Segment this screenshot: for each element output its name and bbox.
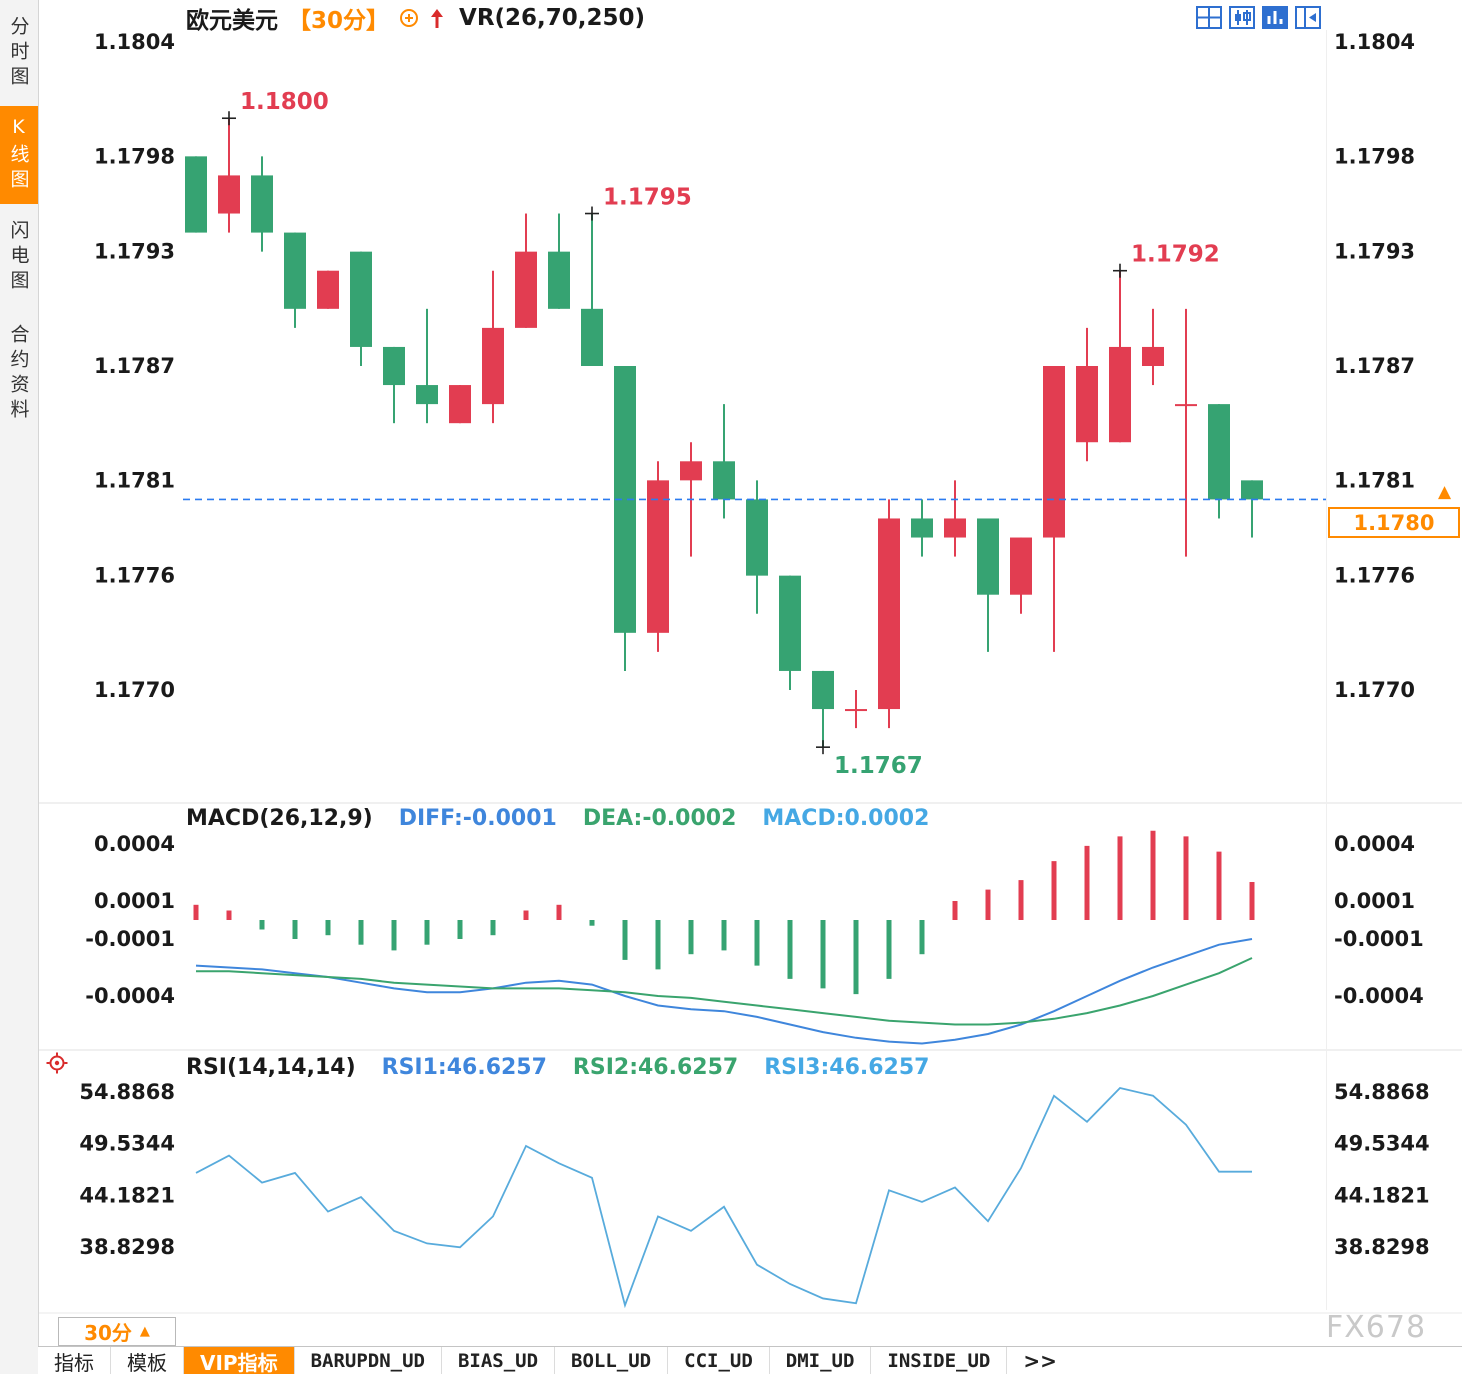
svg-text:38.8298: 38.8298	[1334, 1235, 1430, 1259]
symbol-title: 欧元美元	[186, 8, 278, 34]
macd-dea-line	[196, 957, 1253, 1026]
sidebar-tab-flash[interactable]: 闪电图	[0, 208, 38, 306]
svg-text:1.1798: 1.1798	[1334, 144, 1415, 168]
svg-text:0.0001: 0.0001	[94, 889, 175, 913]
svg-text:1.1781: 1.1781	[94, 468, 175, 492]
bottom-tab-bar: 指标 模板 VIP指标 BARUPDN_UD BIAS_UD BOLL_UD C…	[38, 1346, 1462, 1374]
macd-panel-header: MACD(26,12,9) DIFF:-0.0001 DEA:-0.0002 M…	[186, 806, 929, 831]
current-price-tag: 1.1780	[1328, 507, 1460, 538]
svg-text:1.1770: 1.1770	[94, 678, 175, 702]
svg-text:-0.0004: -0.0004	[85, 984, 175, 1008]
target-icon[interactable]	[45, 1051, 69, 1075]
macd-macd-value: MACD:0.0002	[762, 806, 930, 831]
tab-inside-ud[interactable]: INSIDE_UD	[871, 1347, 1008, 1374]
svg-text:0.0004: 0.0004	[1334, 832, 1415, 856]
trend-up-arrow-icon	[431, 9, 444, 28]
svg-text:1.1776: 1.1776	[1334, 564, 1415, 588]
macd-dea-value: DEA:-0.0002	[582, 806, 737, 831]
add-indicator-icon[interactable]	[399, 8, 419, 28]
layout-grid-icon[interactable]	[1196, 6, 1222, 29]
sidebar-tab-label: 合约资料	[7, 324, 30, 424]
tab-more[interactable]: >>	[1023, 1349, 1057, 1373]
layout-toolbar	[1196, 6, 1321, 29]
macd-histogram	[193, 830, 1255, 995]
watermark: FX678	[1326, 1310, 1427, 1345]
svg-text:38.8298: 38.8298	[79, 1235, 175, 1259]
svg-text:-0.0004: -0.0004	[1334, 984, 1424, 1008]
svg-text:1.1781: 1.1781	[1334, 468, 1415, 492]
tab-bias-ud[interactable]: BIAS_UD	[442, 1347, 556, 1374]
svg-text:54.8868: 54.8868	[79, 1080, 175, 1104]
sidebar-tab-label: 分时图	[7, 15, 30, 91]
svg-text:1.1800: 1.1800	[240, 89, 329, 115]
svg-text:1.1793: 1.1793	[94, 240, 175, 264]
svg-text:0.0001: 0.0001	[1334, 889, 1415, 913]
tab-indicators[interactable]: 指标	[38, 1347, 111, 1374]
period-selector-label: 30分	[84, 1321, 132, 1345]
rsi3-value: RSI3:46.6257	[764, 1055, 930, 1080]
svg-text:0.0004: 0.0004	[94, 832, 175, 856]
svg-text:1.1795: 1.1795	[603, 185, 692, 211]
svg-text:44.1821: 44.1821	[79, 1183, 175, 1207]
vr-indicator-label: VR(26,70,250)	[459, 5, 646, 31]
macd-diff-value: DIFF:-0.0001	[398, 806, 557, 831]
tab-templates[interactable]: 模板	[111, 1347, 184, 1374]
price-annotations: 1.1800 1.1795 1.1792 1.1767	[222, 89, 1220, 779]
svg-text:49.5344: 49.5344	[79, 1132, 175, 1156]
period-selector[interactable]: 30分 ▲	[58, 1317, 176, 1346]
svg-text:1.1804: 1.1804	[94, 30, 175, 54]
svg-text:1.1767: 1.1767	[834, 753, 923, 779]
macd-axis-labels: 0.0004 0.0004 0.0001 0.0001 -0.0001 -0.0001 -0…	[85, 832, 1424, 1008]
panel-dividers	[38, 30, 1462, 1314]
svg-text:1.1770: 1.1770	[1334, 678, 1415, 702]
sidebar-tab-label: K线图	[7, 116, 30, 194]
price-axis-labels: 1.1804 1.1804 1.1798 1.1798 1.1793 1.1793 1.17…	[94, 30, 1415, 702]
candles	[185, 118, 1263, 748]
period-up-arrow-icon: ▲	[139, 1324, 150, 1339]
svg-text:1.1798: 1.1798	[94, 144, 175, 168]
sidebar-tab-kline[interactable]: K线图	[0, 106, 38, 204]
macd-diff-line	[195, 938, 1253, 1045]
sidebar-tab-label: 闪电图	[7, 219, 30, 295]
sidebar-tab-timeshare[interactable]: 分时图	[0, 4, 38, 102]
rsi-panel-header: RSI(14,14,14) RSI1:46.6257 RSI2:46.6257 …	[186, 1055, 929, 1080]
layout-bars-icon[interactable]	[1262, 6, 1288, 29]
svg-text:1.1804: 1.1804	[1334, 30, 1415, 54]
svg-text:1.1776: 1.1776	[94, 564, 175, 588]
sidebar: 分时图 K线图 闪电图 合约资料	[0, 0, 39, 1374]
svg-text:1.1787: 1.1787	[94, 354, 175, 378]
rsi-line	[195, 1087, 1252, 1309]
tab-barupdn-ud[interactable]: BARUPDN_UD	[295, 1347, 442, 1374]
rsi-label: RSI(14,14,14)	[186, 1055, 356, 1080]
chart-header: 欧元美元 【30分】 VR(26,70,250)	[186, 3, 646, 34]
rsi2-value: RSI2:46.6257	[572, 1055, 739, 1080]
rsi-axis-labels: 54.8868 54.8868 49.5344 49.5344 44.1821 44.18…	[79, 1080, 1429, 1259]
tab-boll-ud[interactable]: BOLL_UD	[555, 1347, 669, 1374]
svg-text:54.8868: 54.8868	[1334, 1080, 1430, 1104]
macd-label: MACD(26,12,9)	[186, 806, 373, 831]
tab-cci-ud[interactable]: CCI_UD	[668, 1347, 770, 1374]
svg-text:-0.0001: -0.0001	[1334, 927, 1424, 951]
period-badge: 【30分】	[288, 8, 390, 34]
svg-text:1.1787: 1.1787	[1334, 354, 1415, 378]
svg-text:1.1793: 1.1793	[1334, 240, 1415, 264]
sidebar-tab-contract-info[interactable]: 合约资料	[0, 310, 38, 438]
price-up-arrow-icon: ▲	[1438, 482, 1452, 502]
layout-candles-icon[interactable]	[1229, 6, 1255, 29]
svg-text:-0.0001: -0.0001	[85, 927, 175, 951]
tab-vip-indicators[interactable]: VIP指标	[184, 1347, 295, 1374]
svg-text:44.1821: 44.1821	[1334, 1183, 1430, 1207]
svg-text:49.5344: 49.5344	[1334, 1132, 1430, 1156]
layout-panels-icon[interactable]	[1295, 6, 1321, 29]
tab-dmi-ud[interactable]: DMI_UD	[770, 1347, 872, 1374]
svg-text:1.1792: 1.1792	[1131, 242, 1220, 268]
rsi1-value: RSI1:46.6257	[381, 1055, 547, 1080]
